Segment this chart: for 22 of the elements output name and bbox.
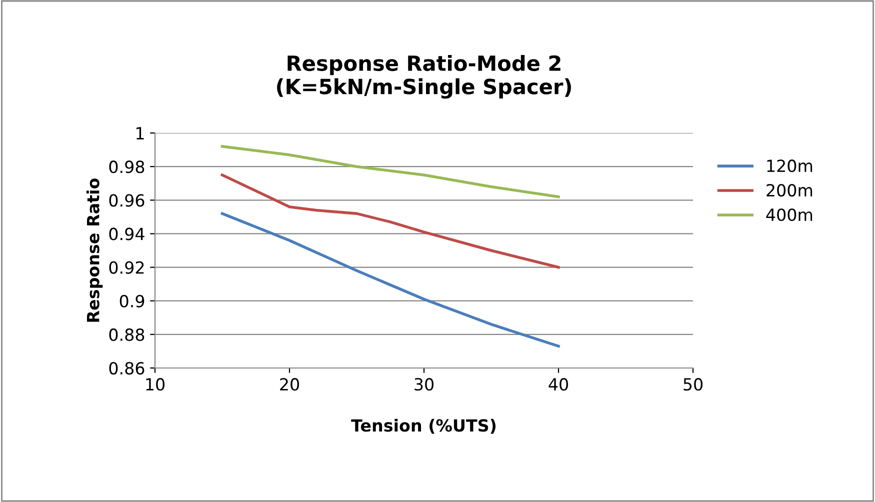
line-series — [220, 212, 560, 348]
y-tick-label: 0.96 — [109, 194, 144, 207]
y-tick-label: 0.86 — [109, 362, 144, 375]
line-series — [220, 145, 560, 198]
x-tick-label: 30 — [414, 378, 434, 391]
y-tick-label: 0.92 — [109, 261, 144, 274]
x-tick-label: 20 — [280, 378, 299, 391]
y-tick-label: 0.98 — [109, 160, 144, 174]
x-tick-label: 10 — [146, 378, 164, 391]
x-tick-label: 40 — [548, 378, 568, 391]
legend-label: 200m — [766, 184, 812, 197]
legend-label: 120m — [767, 160, 812, 172]
chart-title: Response Ratio-Mode 2 (K=5kN/m-Single Spacer) — [277, 54, 571, 99]
y-tick-label: 1 — [136, 127, 144, 140]
x-tick-label: 50 — [684, 378, 702, 391]
y-tick-label: 0.94 — [109, 228, 144, 240]
y-tick-label: 0.9 — [120, 294, 144, 308]
x-axis-title: Tension (%UTS) — [351, 418, 496, 434]
y-tick-label: 0.88 — [109, 328, 144, 341]
y-axis-title: Response Ratio — [86, 178, 103, 322]
line-series — [220, 174, 560, 269]
legend-label: 400m — [766, 208, 812, 222]
